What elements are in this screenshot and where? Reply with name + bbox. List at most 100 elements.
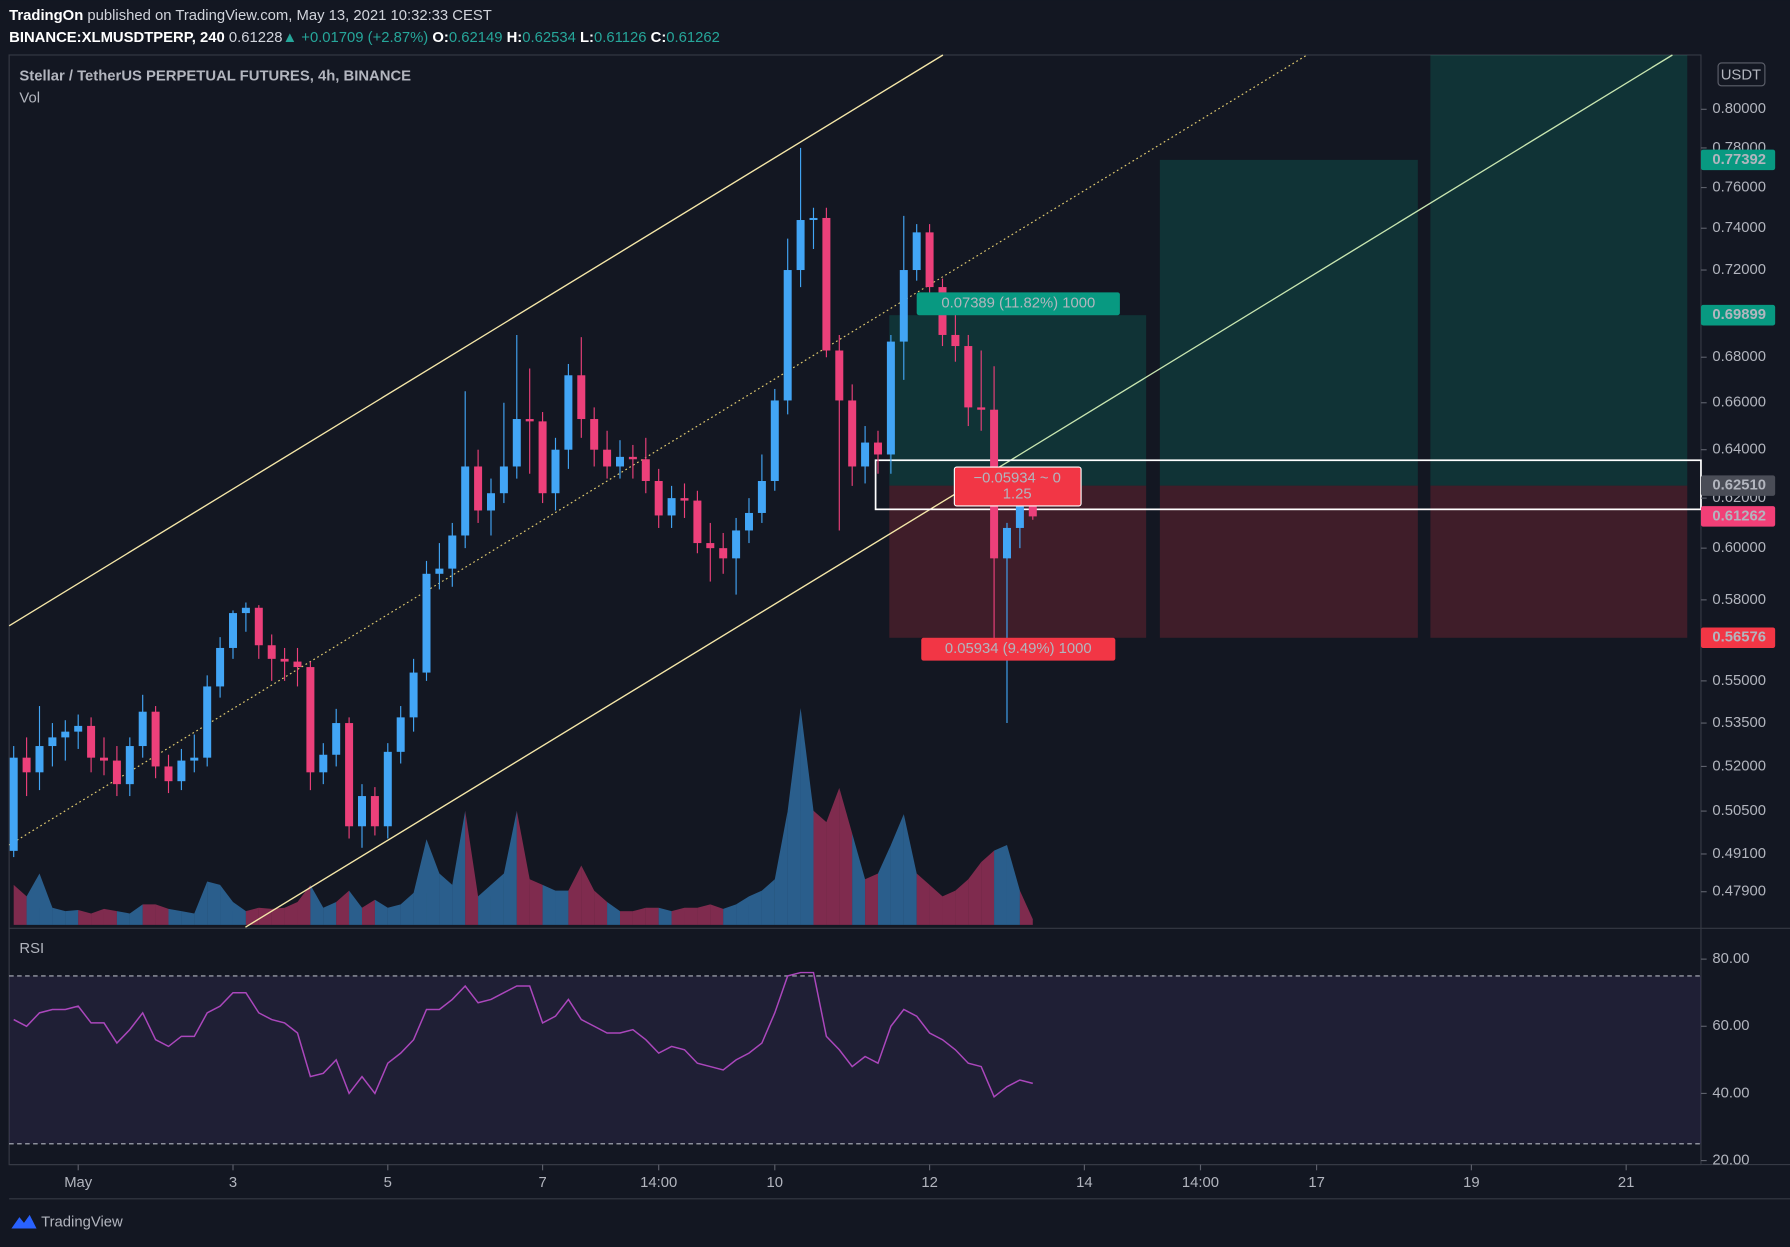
volume-area (826, 787, 840, 925)
volume-area (542, 884, 556, 925)
volume-area (516, 810, 530, 925)
candle-body (590, 419, 599, 450)
volume-area (555, 890, 569, 925)
candle-body (267, 645, 276, 659)
volume-area (374, 899, 388, 925)
last: 0.61228 (229, 30, 283, 46)
drawings (8, 54, 1702, 928)
candle-body (822, 217, 831, 351)
candle-body (190, 757, 199, 761)
price-badge (1700, 475, 1776, 496)
y-tick-label: 0.47900 (1712, 884, 1766, 900)
volume-area (297, 884, 311, 925)
x-tick-label: 14 (1076, 1175, 1093, 1191)
candle-body (1002, 527, 1011, 559)
candle-body (74, 725, 83, 732)
candle-body (551, 449, 560, 494)
volume-area (155, 904, 169, 925)
candle-body (319, 754, 328, 773)
volume-area (65, 910, 79, 925)
y-tick-label: 0.58000 (1712, 592, 1766, 608)
pnl-label: −0.05934 ~ 0 (973, 470, 1060, 486)
candle-body (280, 658, 289, 662)
volume-area (52, 907, 66, 925)
profit-label: 0.07389 (11.82%) 1000 (941, 296, 1095, 312)
ohlc-value: 0.62149 (449, 30, 503, 46)
candle-body (396, 717, 405, 752)
y-tick-label: 0.68000 (1712, 349, 1766, 365)
channel-upper (8, 54, 944, 627)
volume-area (697, 904, 711, 925)
candle-body (744, 512, 753, 531)
back-layer (9, 54, 1701, 1145)
volume-area (39, 873, 53, 925)
x-tick-label: 19 (1463, 1175, 1480, 1191)
candle-body (448, 535, 457, 569)
volume-area (594, 890, 608, 925)
rsi-line (13, 971, 1033, 1098)
y-tick-label: 0.50500 (1712, 803, 1766, 819)
candle-body (138, 711, 147, 747)
volume-area (129, 904, 143, 925)
published: published on TradingView.com, May 13, 20… (87, 8, 491, 24)
candle-body (48, 737, 57, 747)
volume-area (774, 810, 788, 925)
arrow: ▲ (282, 30, 297, 46)
volume-area (658, 907, 672, 925)
rsi-tick-label: 80.00 (1712, 951, 1749, 967)
price-badge-label: 0.77392 (1712, 152, 1766, 168)
volume-label: Vol (19, 90, 40, 106)
candle-body (35, 746, 44, 773)
candle-body (693, 500, 702, 544)
volume-area (116, 911, 130, 925)
rsi-tick-label: 60.00 (1712, 1018, 1749, 1034)
volume-area (839, 787, 853, 925)
candle-body (22, 757, 31, 773)
candle-body (9, 757, 18, 851)
volume-area (465, 810, 479, 925)
y-tick-label: 0.49100 (1712, 846, 1766, 862)
volume-area (787, 707, 801, 925)
trend-extension (1000, 54, 1673, 467)
ohlc-key: O: (432, 30, 448, 46)
rsi-label: RSI (19, 941, 44, 957)
loss-zone (1430, 485, 1688, 638)
volume-area (581, 865, 595, 925)
currency-box (1717, 62, 1766, 87)
volume-area (13, 884, 27, 925)
volume-area (890, 814, 904, 925)
candle-body (100, 757, 108, 761)
price-badge (1700, 506, 1776, 527)
x-tick-label: 3 (229, 1175, 237, 1191)
x-tick-label: 5 (384, 1175, 392, 1191)
ohlc-value: 0.62534 (522, 30, 576, 46)
candle-body (757, 481, 766, 513)
chart-title: Stellar / TetherUS PERPETUAL FUTURES, 4h… (19, 69, 411, 85)
candle-body (538, 421, 547, 494)
panes (8, 54, 1790, 1200)
volume-area (271, 907, 285, 925)
candle-body (216, 647, 225, 687)
volume-area (181, 911, 195, 925)
pnl-box (953, 466, 1082, 507)
x-tick-label: 7 (538, 1175, 546, 1191)
candle-body (474, 466, 483, 511)
loss-label-bg (921, 637, 1116, 661)
candle-body (719, 548, 728, 559)
rsi-tick-label: 20.00 (1712, 1153, 1749, 1169)
volume-area (813, 810, 827, 925)
volume-area (994, 844, 1007, 925)
x-tick-label: 14:00 (640, 1175, 677, 1191)
price-badge-label: 0.61262 (1712, 508, 1766, 524)
candle-body (112, 760, 121, 785)
volume-area (968, 862, 982, 925)
candle-body (422, 573, 431, 673)
candle-body (61, 731, 70, 738)
candle-body (409, 672, 418, 718)
candle-body (164, 766, 173, 782)
candle-body (809, 217, 818, 221)
candle-body (912, 232, 921, 271)
front-layer: 0.800000.780000.760000.740000.720000.680… (9, 101, 1776, 1191)
volume-area (26, 873, 40, 925)
